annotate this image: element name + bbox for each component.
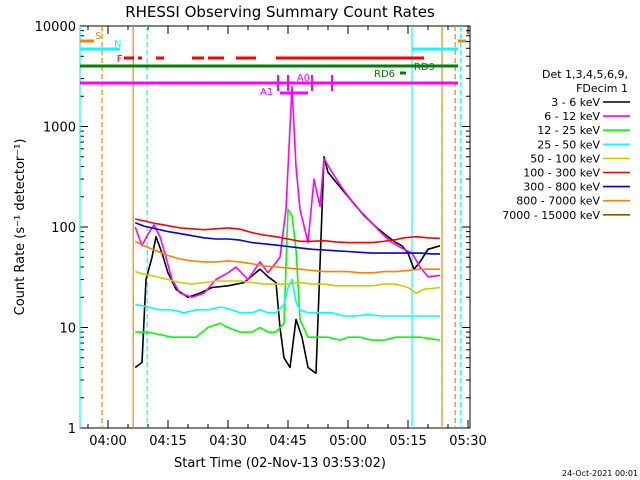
x-tick-label: 04:45 <box>269 434 306 449</box>
legend-label-4: 50 - 100 keV <box>530 152 600 165</box>
x-tick-label: 05:30 <box>449 434 486 449</box>
y-tick-label: 1000 <box>43 121 76 136</box>
plot-area: 1 10 100 1000 10000 04:00 04:15 04:30 04:45 05:00… <box>35 20 487 449</box>
series-line-1 <box>134 85 441 298</box>
flag-label-rd9: RD9 <box>414 62 435 73</box>
flag-label-f: F <box>117 54 123 65</box>
flag-label-a1: A1 <box>260 87 273 98</box>
x-tick-label: 04:30 <box>209 434 246 449</box>
y-tick-label: 10 <box>59 322 76 337</box>
flag-label-s: S <box>95 31 101 42</box>
x-tick-label: 04:15 <box>149 434 186 449</box>
y-tick-label: 1 <box>68 422 76 437</box>
legend-title-line-1: Det 1,3,4,5,6,9, <box>542 68 628 81</box>
flag-label-n: N <box>114 39 121 50</box>
legend-label-7: 800 - 7000 keV <box>516 195 600 208</box>
x-axis-label: Start Time (02-Nov-13 03:53:02) <box>174 456 386 471</box>
series-line-2 <box>135 208 441 341</box>
x-tick-label: 05:15 <box>389 434 426 449</box>
flag-label-a0: A0 <box>297 73 310 84</box>
chart-title: RHESSI Observing Summary Count Rates <box>125 3 435 21</box>
x-tick-label: 05:00 <box>329 434 366 449</box>
series-line-3 <box>135 278 440 317</box>
series-line-4 <box>134 270 441 294</box>
y-tick-label: 10000 <box>35 20 76 35</box>
y-tick-label: 100 <box>51 221 76 236</box>
legend-title-line-2: FDecim 1 <box>576 82 628 95</box>
legend-label-3: 25 - 50 keV <box>537 138 600 151</box>
series-line-7 <box>134 240 440 274</box>
x-tick-label: 04:00 <box>89 434 126 449</box>
legend-label-0: 3 - 6 keV <box>551 96 600 109</box>
y-axis-label: Count Rate (s⁻¹ detector⁻¹) <box>13 139 28 316</box>
legend-label-1: 6 - 12 keV <box>544 110 600 123</box>
flag-label-rd6: RD6 <box>374 69 395 80</box>
legend-label-8: 7000 - 15000 keV <box>502 209 600 222</box>
legend-label-5: 100 - 300 keV <box>523 167 600 180</box>
legend-label-2: 12 - 25 keV <box>537 124 600 137</box>
footer-date: 24-Oct-2021 00:01 <box>562 469 638 478</box>
legend-label-6: 300 - 800 keV <box>523 181 600 194</box>
series-line-5 <box>135 218 441 244</box>
series-line-0 <box>134 156 441 375</box>
series-line-6 <box>134 222 440 255</box>
